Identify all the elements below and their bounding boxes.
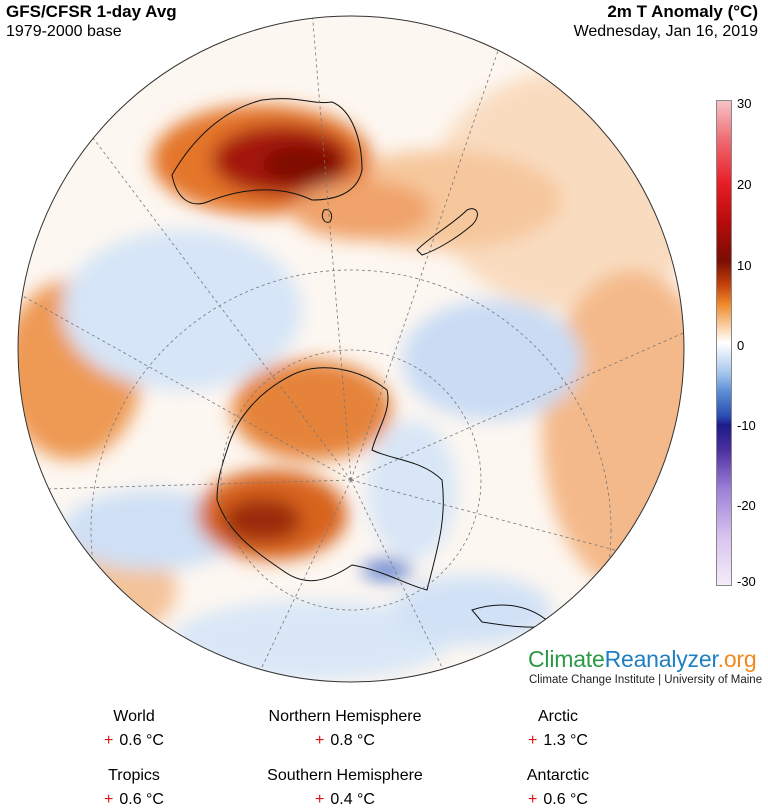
stat-antarctic-label: Antarctic bbox=[526, 767, 590, 784]
date-label: Wednesday, Jan 16, 2019 bbox=[573, 23, 758, 40]
logo-part-climate: Climate bbox=[528, 646, 605, 672]
logo-part-reanalyzer: Reanalyzer bbox=[604, 646, 718, 672]
stat-antarctic-value: +0.6 °C bbox=[438, 791, 678, 809]
stat-sign: + bbox=[528, 732, 538, 749]
colorbar-tick: 0 bbox=[737, 338, 745, 353]
stat-nh-label: Northern Hemisphere bbox=[268, 708, 422, 725]
variable-title: 2m T Anomaly (°C) bbox=[607, 2, 758, 21]
stat-number: 1.3 °C bbox=[543, 732, 588, 749]
stat-sign: + bbox=[104, 732, 114, 749]
colorbar-tick: 30 bbox=[737, 96, 752, 111]
globe-map bbox=[12, 10, 690, 688]
stat-sh-label: Southern Hemisphere bbox=[267, 767, 423, 784]
stat-sign: + bbox=[528, 791, 538, 808]
colorbar-tick: 10 bbox=[737, 258, 752, 273]
stat-number: 0.6 °C bbox=[119, 732, 164, 749]
logo-part-org: .org bbox=[717, 646, 757, 672]
colorbar bbox=[716, 100, 732, 586]
stat-world-label: World bbox=[113, 708, 155, 725]
stat-number: 0.8 °C bbox=[330, 732, 375, 749]
climate-reanalyzer-logo[interactable]: ClimateReanalyzer.org bbox=[528, 646, 757, 673]
stat-sign: + bbox=[104, 791, 114, 808]
stat-nh-value: +0.8 °C bbox=[225, 732, 465, 750]
logo-tagline: Climate Change Institute | University of… bbox=[529, 674, 763, 686]
stat-tropics-label: Tropics bbox=[108, 767, 160, 784]
stat-number: 0.6 °C bbox=[119, 791, 164, 808]
stat-sign: + bbox=[315, 791, 325, 808]
stat-arctic-value: +1.3 °C bbox=[438, 732, 678, 750]
map-title: GFS/CFSR 1-day Avg bbox=[6, 2, 177, 21]
stat-sh-value: +0.4 °C bbox=[225, 791, 465, 809]
graticule bbox=[18, 16, 684, 682]
stat-sign: + bbox=[315, 732, 325, 749]
colorbar-tick: -20 bbox=[737, 498, 756, 513]
colorbar-tick: -30 bbox=[737, 574, 756, 589]
baseline-label: 1979-2000 base bbox=[6, 23, 122, 40]
stat-arctic-label: Arctic bbox=[538, 708, 578, 725]
colorbar-tick: -10 bbox=[737, 418, 756, 433]
stat-tropics-value: +0.6 °C bbox=[14, 791, 254, 809]
colorbar-tick: 20 bbox=[737, 177, 752, 192]
stat-number: 0.6 °C bbox=[543, 791, 588, 808]
stat-number: 0.4 °C bbox=[330, 791, 375, 808]
globe-svg bbox=[17, 15, 685, 683]
stat-world-value: +0.6 °C bbox=[14, 732, 254, 750]
